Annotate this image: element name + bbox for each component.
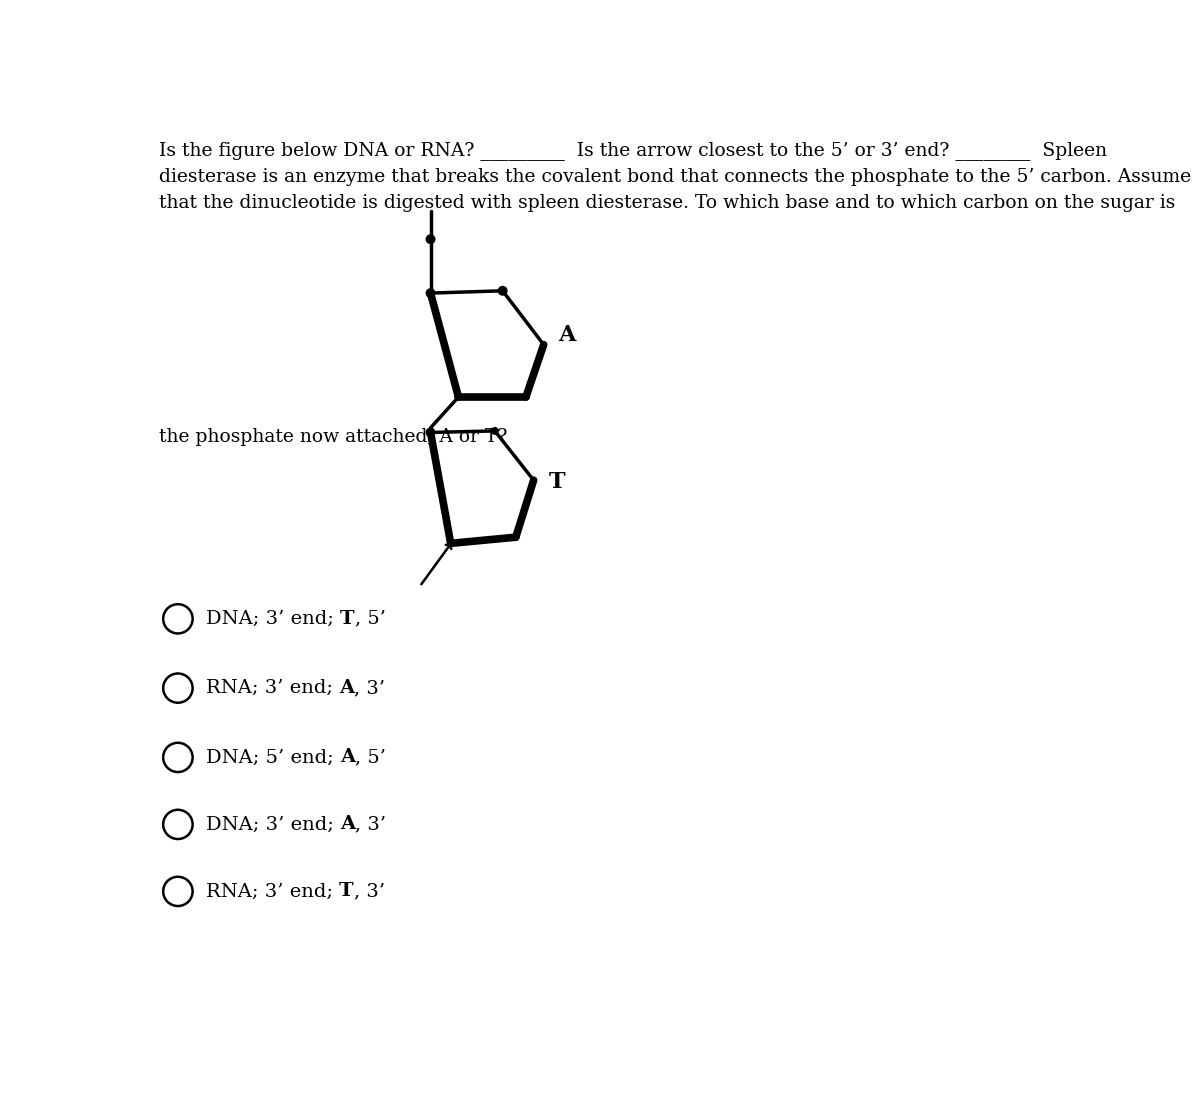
Text: , 3’: , 3’ xyxy=(354,883,385,900)
Circle shape xyxy=(498,287,506,295)
Text: that the dinucleotide is digested with spleen diesterase. To which base and to w: that the dinucleotide is digested with s… xyxy=(160,194,1176,211)
Circle shape xyxy=(492,428,498,434)
Text: diesterase is an enzyme that breaks the covalent bond that connects the phosphat: diesterase is an enzyme that breaks the … xyxy=(160,168,1192,185)
Text: RNA; 3’ end;: RNA; 3’ end; xyxy=(206,883,340,900)
Text: A: A xyxy=(340,816,355,833)
Text: , 3’: , 3’ xyxy=(354,679,385,698)
Text: T: T xyxy=(340,883,354,900)
Text: DNA; 5’ end;: DNA; 5’ end; xyxy=(206,748,340,766)
Text: T: T xyxy=(340,610,354,627)
Text: Is the figure below DNA or RNA? _________  Is the arrow closest to the 5’ or 3’ : Is the figure below DNA or RNA? ________… xyxy=(160,141,1108,160)
Text: RNA; 3’ end;: RNA; 3’ end; xyxy=(206,679,340,698)
Text: , 5’: , 5’ xyxy=(354,610,385,627)
Circle shape xyxy=(426,289,434,298)
Text: DNA; 3’ end;: DNA; 3’ end; xyxy=(206,610,340,627)
Text: A: A xyxy=(340,748,355,766)
Text: DNA; 3’ end;: DNA; 3’ end; xyxy=(206,816,340,833)
Circle shape xyxy=(426,428,434,437)
Text: , 5’: , 5’ xyxy=(355,748,386,766)
Text: the phosphate now attached, A or T?: the phosphate now attached, A or T? xyxy=(160,428,508,446)
Text: T: T xyxy=(550,471,565,493)
Text: A: A xyxy=(558,324,575,346)
Text: A: A xyxy=(340,679,354,698)
Text: , 3’: , 3’ xyxy=(355,816,386,833)
Circle shape xyxy=(426,235,434,243)
